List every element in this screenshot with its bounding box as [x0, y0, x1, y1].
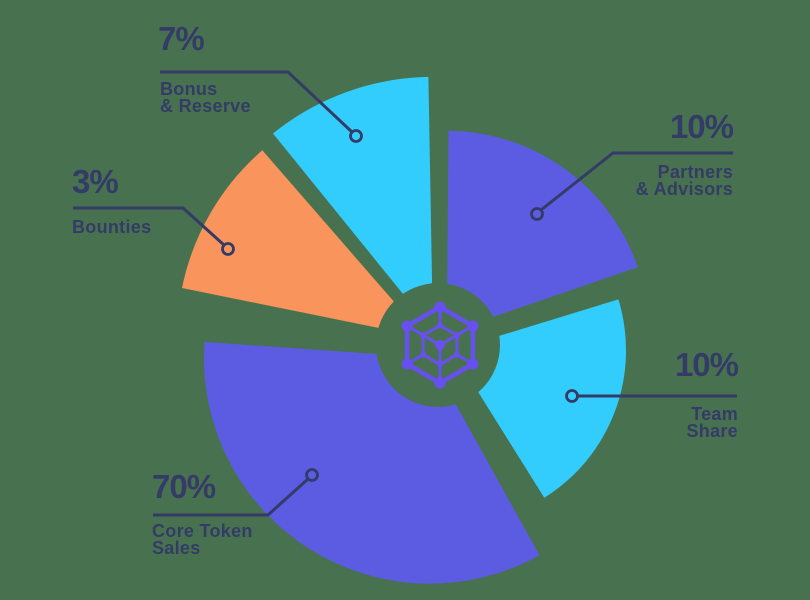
leader-bonus-reserve — [160, 70, 363, 143]
pct-partners-advisors: 10% — [669, 108, 734, 145]
pct-bonus-reserve: 7% — [158, 20, 205, 57]
leader-lines — [73, 70, 737, 517]
pie-slice-core-token-sales — [203, 341, 540, 584]
callout-bounties: 3% Bounties — [72, 165, 212, 255]
leader-dot-team-share — [565, 389, 579, 403]
pct-core-token-sales: 70% — [152, 468, 216, 505]
leader-team-share — [565, 389, 737, 403]
label-team-share: Team Share — [686, 404, 738, 441]
callout-partners-advisors: 10% Partners & Advisors — [593, 108, 734, 210]
callout-team-share: 10% Team Share — [598, 346, 739, 448]
pie-slice-bounties — [182, 150, 425, 338]
leader-core-token-sales — [153, 468, 319, 517]
leader-bounties — [73, 206, 235, 256]
callout-core-token-sales: 70% Core Token Sales — [152, 470, 312, 570]
pie-slice-bonus-reserve — [273, 76, 433, 331]
leader-dot-bonus-reserve — [349, 129, 363, 143]
pie-slice-partners-advisors — [446, 130, 638, 333]
leader-dot-core-token-sales — [305, 468, 319, 482]
label-bounties: Bounties — [72, 217, 152, 237]
pct-bounties: 3% — [72, 163, 119, 200]
label-bonus-reserve: Bonus & Reserve — [160, 79, 251, 116]
leader-dot-partners-advisors — [530, 207, 544, 221]
leader-partners-advisors — [530, 151, 733, 221]
pct-team-share: 10% — [674, 346, 739, 383]
callout-bonus-reserve: 7% Bonus & Reserve — [158, 22, 298, 122]
hexagon-nodes — [401, 301, 479, 389]
label-core-token-sales: Core Token Sales — [152, 521, 253, 558]
leader-dot-bounties — [221, 242, 235, 256]
network-hexagon-icon — [401, 301, 479, 389]
label-partners-advisors: Partners & Advisors — [635, 162, 733, 199]
